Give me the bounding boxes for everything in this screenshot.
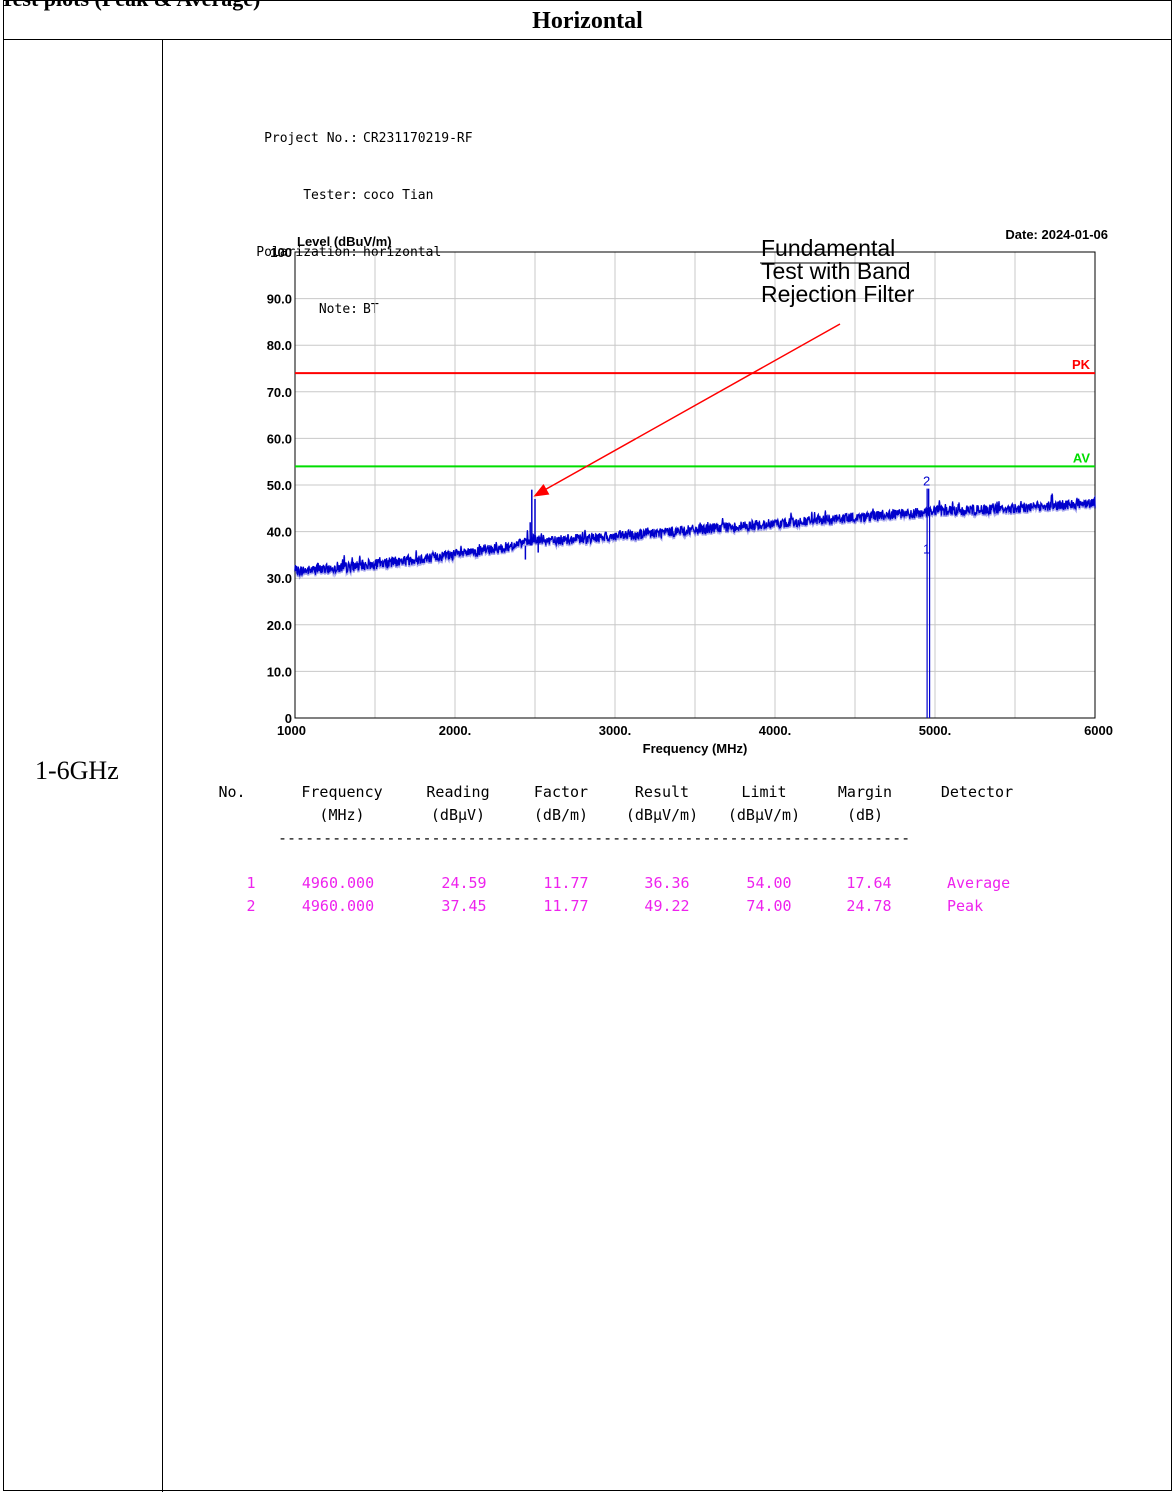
column-header: Reading: [426, 783, 490, 801]
column-header: No.: [218, 783, 246, 801]
table-cell: 37.45: [441, 897, 487, 915]
date-label: Date: 2024-01-06: [1005, 227, 1108, 242]
table-cell: 4960.000: [301, 874, 375, 892]
trace-line-shadow: [293, 494, 1097, 580]
y-tick-label: 30.0: [267, 571, 292, 586]
x-axis-label: Frequency (MHz): [643, 741, 748, 756]
column-header: Frequency: [301, 783, 383, 801]
chart-grid: [294, 252, 1096, 718]
tester-label: Tester:: [303, 188, 358, 203]
x-tick-label: 5000.: [919, 723, 952, 738]
y-tick-label: 90.0: [267, 292, 292, 307]
marker-label-2: 2: [923, 474, 930, 489]
column-unit: (dBμV/m): [625, 806, 699, 824]
column-header: Factor: [533, 783, 589, 801]
marker-label-1: 1: [923, 542, 930, 557]
table-cell: Peak: [947, 897, 984, 915]
tester-value: coco Tian: [363, 188, 434, 203]
markers: 12: [923, 474, 930, 718]
plot-frame: [294, 251, 1096, 719]
limit-lines: PK AV: [295, 357, 1095, 468]
y-tick-label: 20.0: [267, 618, 292, 633]
note-label: Note:: [318, 302, 358, 317]
column-header: Result: [634, 783, 690, 801]
annotation-text-line: Fundamental: [761, 235, 895, 261]
y-tick-label: 70.0: [267, 385, 292, 400]
annotation-arrow-head: [533, 484, 550, 497]
y-tick-labels: 0 10.0 20.0 30.0 40.0 50.0 60.0 70.0 80.0 90.0 100: [267, 245, 292, 726]
table-cell: 1: [246, 874, 256, 892]
column-unit: (dB): [846, 806, 884, 824]
trace-line: [294, 493, 1096, 578]
header-divider: [3, 39, 1172, 40]
annotation-text-line: Test with Band: [761, 258, 911, 284]
table-cell: Average: [947, 874, 1011, 892]
x-tick-label: 1000: [277, 723, 306, 738]
table-cell: 11.77: [543, 897, 589, 915]
annotation-text-line: Rejection Filter: [761, 281, 915, 307]
section-title: Test plots (Peak & Average): [0, 0, 260, 12]
column-header: Margin: [837, 783, 893, 801]
y-tick-label: 10.0: [267, 664, 292, 679]
y-tick-label: 100: [270, 245, 292, 260]
table-cell: 24.78: [846, 897, 892, 915]
table-cell: 24.59: [441, 874, 487, 892]
project-label: Project No.:: [264, 131, 358, 146]
table-separator: ----------------------------------------…: [278, 829, 911, 847]
table-border: [3, 0, 1172, 1491]
column-header: Limit: [741, 783, 787, 801]
table-cell: 11.77: [543, 874, 589, 892]
table-cell: 54.00: [746, 874, 792, 892]
emission-chart: 0 10.0 20.0 30.0 40.0 50.0 60.0 70.0 80.0 90.0 100…: [267, 227, 1113, 756]
table-cell: 74.00: [746, 897, 792, 915]
y-tick-label: 50.0: [267, 478, 292, 493]
y-axis-label: Level (dBuV/m): [297, 234, 392, 249]
table-cell: 36.36: [644, 874, 690, 892]
x-tick-label: 4000.: [759, 723, 792, 738]
polarization-header: Horizontal: [532, 8, 643, 34]
info-labels: Project No.: Tester: Polarization: Note:: [178, 91, 358, 357]
column-unit: (dB/m): [533, 806, 589, 824]
limit-label-pk: PK: [1072, 357, 1091, 372]
x-tick-label: 3000.: [599, 723, 632, 738]
y-tick-label: 80.0: [267, 338, 292, 353]
y-tick-label: 40.0: [267, 525, 292, 540]
x-tick-label: 2000.: [439, 723, 472, 738]
frequency-range-label: 1-6GHz: [35, 756, 119, 785]
project-value: CR231170219-RF: [363, 131, 473, 146]
annotation-arrow-line: [543, 323, 841, 492]
column-header: Detector: [940, 783, 1014, 801]
limit-label-av: AV: [1073, 450, 1090, 465]
column-unit: (dBμV/m): [727, 806, 801, 824]
y-tick-label: 0: [285, 711, 292, 726]
y-tick-label: 60.0: [267, 431, 292, 446]
table-cell: 17.64: [846, 874, 892, 892]
table-cell: 2: [246, 897, 256, 915]
x-tick-label: 6000: [1084, 723, 1113, 738]
x-tick-labels: 1000 2000. 3000. 4000. 5000. 6000: [277, 723, 1113, 738]
column-unit: (MHz): [319, 806, 365, 824]
table-cell: 49.22: [644, 897, 690, 915]
column-divider: [162, 39, 163, 1492]
table-cell: 4960.000: [301, 897, 375, 915]
column-unit: (dBμV): [430, 806, 486, 824]
trace: [293, 488, 1097, 580]
